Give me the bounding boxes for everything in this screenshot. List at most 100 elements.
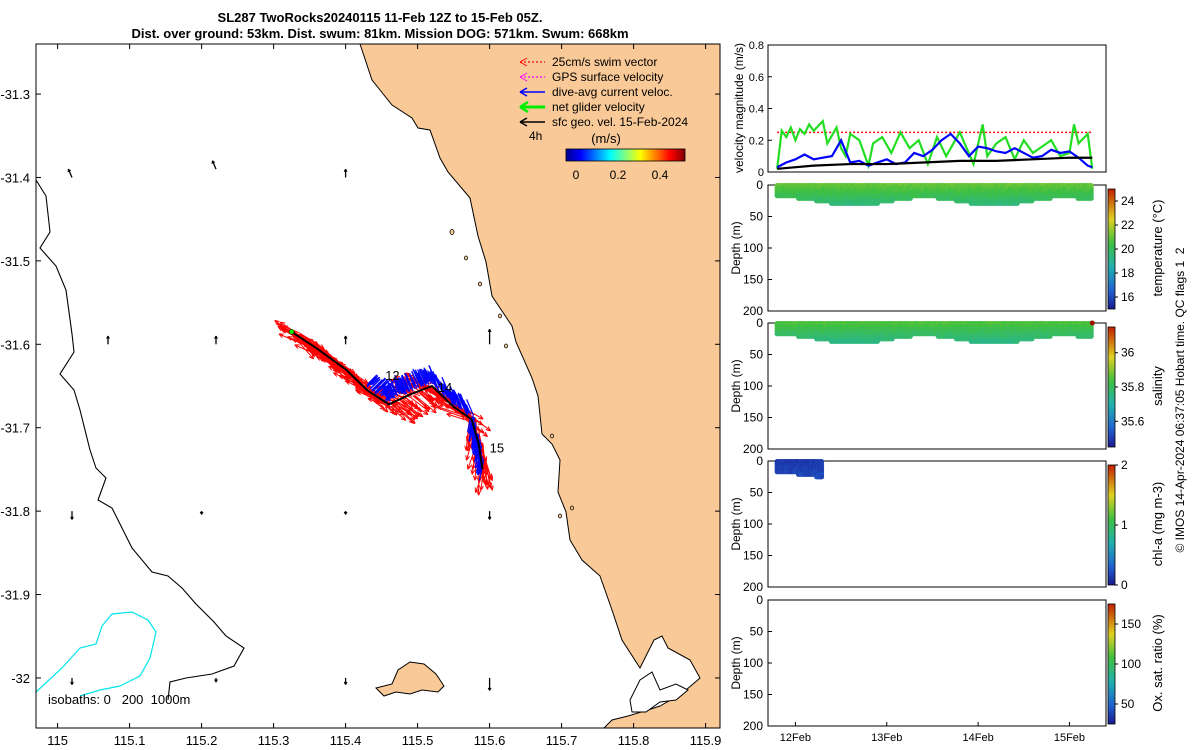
depth-panel-0: 0 50 100 150 200 Depth (m) 16 18 20 22 24 temperatu… bbox=[729, 178, 1165, 318]
swim-vector bbox=[386, 404, 398, 416]
geo-velocity-arrowhead bbox=[199, 511, 204, 515]
depth-y-tick-label: 50 bbox=[750, 348, 764, 362]
swim-vector bbox=[355, 389, 376, 401]
colorbar-tick-label: 1 bbox=[1121, 518, 1128, 532]
current-arrow bbox=[385, 390, 391, 402]
geo-velocity-arrowhead bbox=[487, 516, 492, 520]
current-arrow bbox=[371, 379, 381, 389]
current-arrow bbox=[371, 376, 381, 386]
depth-y-tick-label: 50 bbox=[750, 486, 764, 500]
current-arrow bbox=[366, 375, 379, 387]
swim-vector bbox=[353, 373, 369, 384]
swim-vector-head bbox=[338, 375, 345, 380]
depth-y-tick-label: 150 bbox=[743, 688, 763, 702]
swim-vector-head bbox=[482, 480, 488, 486]
colorbar-tick-label: 100 bbox=[1121, 657, 1141, 671]
current-arrow bbox=[445, 388, 454, 407]
current-arrow bbox=[477, 463, 482, 476]
swim-vector bbox=[295, 338, 314, 360]
geo-velocity-arrowhead bbox=[343, 168, 348, 172]
swim-vector bbox=[422, 385, 438, 395]
depth-sample bbox=[818, 474, 825, 480]
depth-y-tick-label: 150 bbox=[743, 411, 763, 425]
swim-vector-head bbox=[294, 344, 300, 349]
swim-vector-head bbox=[487, 482, 493, 488]
depth-y-tick-label: 50 bbox=[750, 210, 764, 224]
geo-velocity-arrowhead bbox=[211, 160, 216, 164]
current-arrow bbox=[424, 369, 432, 384]
map-colorbar-tick: 0.2 bbox=[610, 168, 627, 182]
depth-colorbar bbox=[1107, 188, 1116, 310]
geo-velocity-arrowhead bbox=[487, 687, 492, 691]
swim-vector bbox=[406, 394, 430, 413]
small-islands bbox=[449, 229, 574, 519]
current-arrow bbox=[412, 378, 418, 389]
current-arrow bbox=[387, 387, 393, 399]
swim-vector bbox=[412, 395, 431, 410]
time-tick-label: 13Feb bbox=[871, 732, 902, 744]
colorbar-tick-label: 50 bbox=[1121, 697, 1135, 711]
map-x-tick-label: 115.1 bbox=[114, 733, 146, 748]
map-legend: 25cm/s swim vector GPS surface velocity … bbox=[519, 55, 688, 182]
current-arrow bbox=[453, 392, 462, 409]
map-y-tick-label: -31.3 bbox=[0, 87, 30, 102]
swim-vector bbox=[399, 398, 414, 411]
swim-vector bbox=[328, 365, 353, 378]
swim-vector-head bbox=[328, 365, 334, 371]
map-colorbar-tick: 0 bbox=[573, 168, 580, 182]
map-x-tick-label: 115.8 bbox=[618, 733, 650, 748]
coastline-inlet bbox=[629, 671, 689, 713]
colorbar-tick-label: 36 bbox=[1121, 346, 1135, 360]
current-arrow bbox=[413, 370, 421, 385]
depth-axes bbox=[767, 184, 1107, 312]
swim-vector-head bbox=[470, 469, 476, 475]
sfc-geo-velocity-arrows bbox=[67, 160, 492, 691]
geo-velocity-arrowhead bbox=[70, 681, 74, 685]
map-colorbar bbox=[565, 148, 686, 162]
current-arrow bbox=[475, 445, 480, 461]
current-arrow bbox=[367, 374, 378, 385]
swim-vector bbox=[347, 369, 361, 381]
swim-vector bbox=[368, 397, 385, 410]
current-arrow bbox=[400, 377, 407, 391]
swim-vector bbox=[419, 391, 435, 401]
swim-vector-head bbox=[355, 389, 361, 394]
current-arrow bbox=[420, 372, 427, 384]
swim-vector bbox=[304, 335, 320, 346]
current-arrow bbox=[437, 378, 446, 395]
map-frame bbox=[35, 43, 721, 729]
swim-vector-head bbox=[472, 475, 478, 481]
swim-vector-head bbox=[308, 354, 315, 360]
velocity-y-tick-label: 0 bbox=[758, 167, 764, 179]
figure-title: SL287 TwoRocks20240115 11-Feb 12Z to 15-… bbox=[217, 10, 543, 25]
current-arrow bbox=[455, 394, 463, 410]
swim-vector-head bbox=[383, 407, 389, 413]
swim-vector bbox=[451, 406, 465, 418]
current-arrow bbox=[476, 455, 481, 472]
velocity-series bbox=[776, 118, 1094, 170]
depth-colorbar bbox=[1107, 603, 1116, 725]
velocity-series-line bbox=[776, 132, 1093, 169]
time-axis-ticks: 12Feb 13Feb 14Feb 15Feb bbox=[780, 722, 1085, 744]
map-x-tick-label: 115.5 bbox=[402, 733, 434, 748]
map-x-ticks: 115 115.1 115.2 115.3 115.4 115.5 115.6 115.7 11… bbox=[47, 44, 721, 748]
current-arrow bbox=[374, 378, 387, 390]
depth-ylabel: Depth (m) bbox=[729, 359, 743, 412]
current-arrow bbox=[400, 375, 409, 392]
current-arrow bbox=[471, 433, 477, 451]
depth-sample bbox=[1088, 333, 1094, 339]
depth-y-tick-label: 100 bbox=[743, 379, 763, 393]
swim-vector bbox=[295, 338, 310, 348]
velocity-y-tick-label: 0.4 bbox=[749, 104, 764, 116]
legend-swim-label: 25cm/s swim vector bbox=[552, 55, 657, 69]
current-arrow bbox=[394, 380, 401, 394]
current-arrow bbox=[450, 391, 457, 403]
depth-y-tick-label: 200 bbox=[743, 719, 763, 733]
current-arrow bbox=[417, 369, 425, 385]
colorbar-tick-label: 24 bbox=[1121, 194, 1135, 208]
swim-vector-head bbox=[429, 396, 435, 402]
current-arrow bbox=[455, 393, 462, 406]
day-labels: 12 14 15 bbox=[385, 368, 504, 456]
